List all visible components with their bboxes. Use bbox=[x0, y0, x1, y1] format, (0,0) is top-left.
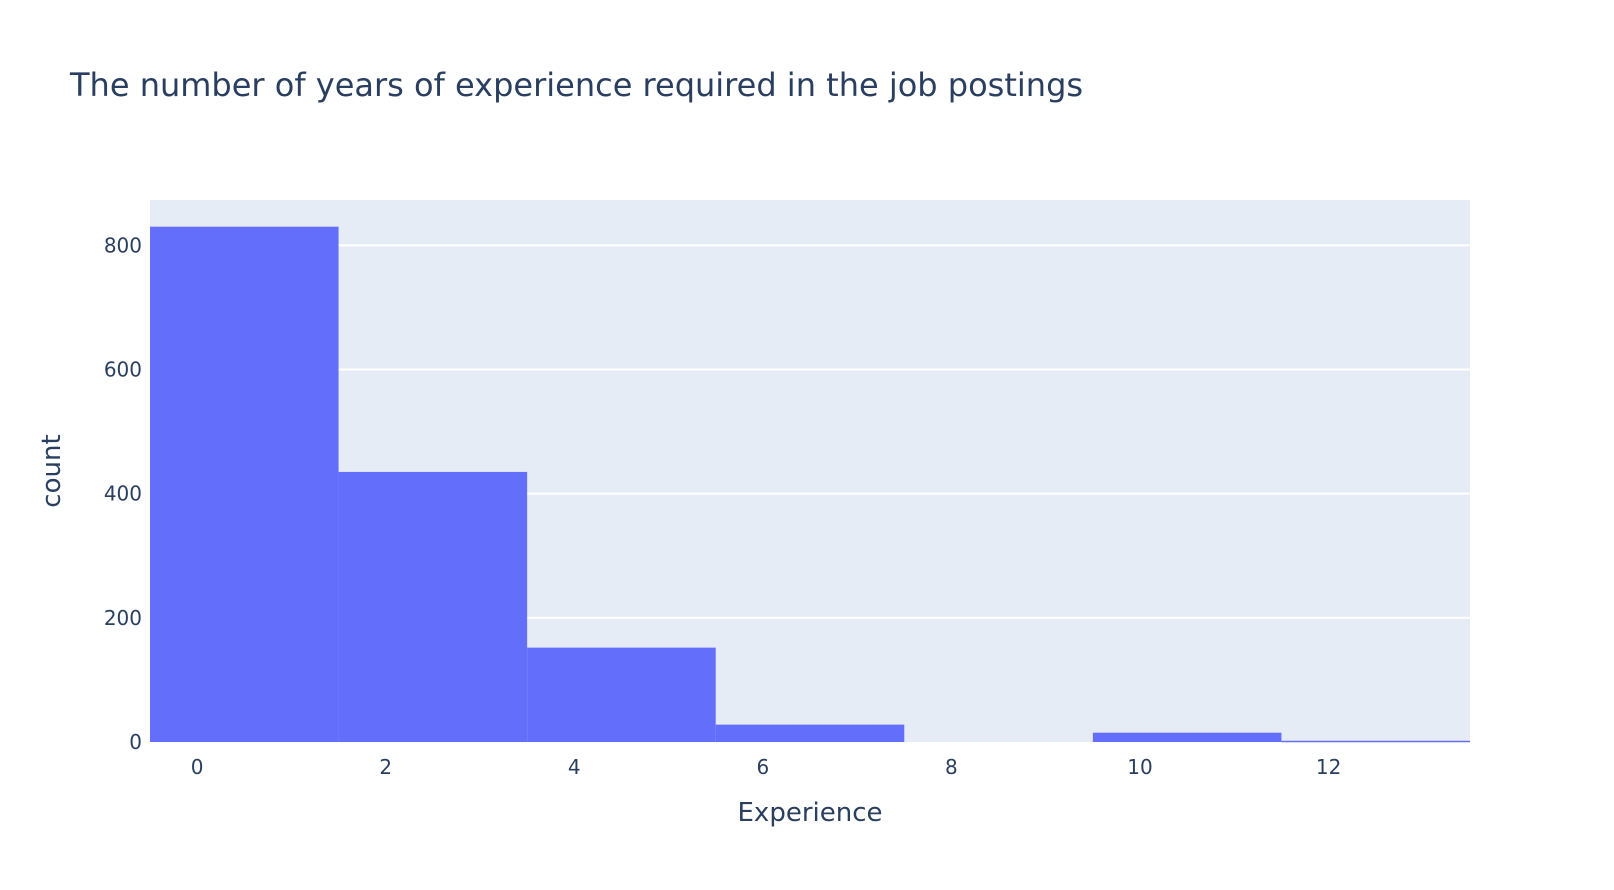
y-axis-title: count bbox=[37, 434, 67, 507]
x-tick-label: 0 bbox=[191, 755, 204, 779]
x-tick-label: 2 bbox=[379, 755, 392, 779]
x-tick-label: 8 bbox=[945, 755, 958, 779]
y-axis-ticks: 0 200 400 600 800 bbox=[104, 233, 142, 754]
x-axis-title: Experience bbox=[738, 798, 883, 828]
histogram-bar bbox=[338, 471, 528, 742]
histogram-bar bbox=[150, 226, 339, 743]
y-tick-label: 800 bbox=[104, 233, 142, 257]
x-tick-label: 10 bbox=[1127, 755, 1152, 779]
y-tick-label: 600 bbox=[104, 357, 142, 381]
histogram-bar bbox=[1281, 740, 1470, 743]
x-tick-label: 6 bbox=[756, 755, 769, 779]
x-axis-ticks: 0 2 4 6 8 10 12 bbox=[191, 755, 1342, 779]
x-tick-label: 12 bbox=[1316, 755, 1341, 779]
y-tick-label: 400 bbox=[104, 482, 142, 506]
y-tick-label: 200 bbox=[104, 606, 142, 630]
y-tick-label: 0 bbox=[129, 730, 142, 754]
histogram-bar bbox=[1092, 732, 1282, 742]
x-tick-label: 4 bbox=[568, 755, 581, 779]
histogram-bar bbox=[715, 724, 905, 742]
histogram-bars bbox=[150, 226, 1470, 743]
histogram-bar bbox=[527, 647, 716, 742]
chart-title: The number of years of experience requir… bbox=[70, 66, 1084, 104]
